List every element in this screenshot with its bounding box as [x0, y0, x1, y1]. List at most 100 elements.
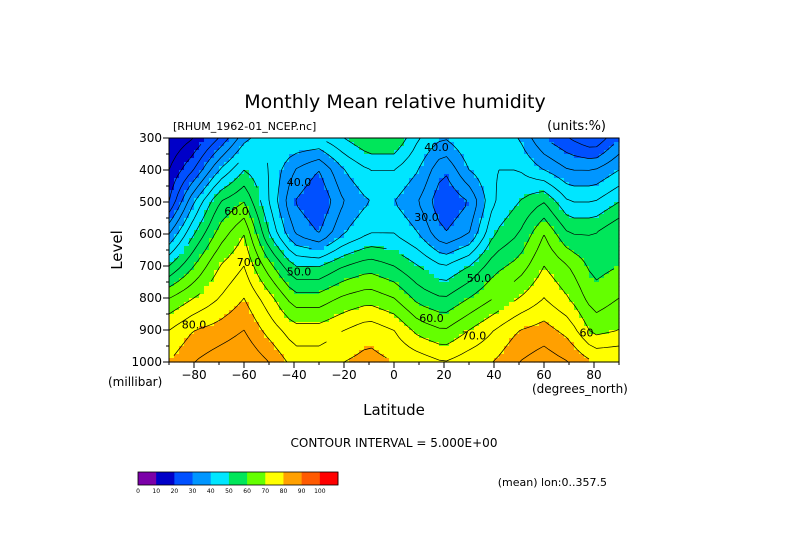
- contour-cell: [349, 174, 355, 179]
- contour-cell: [464, 274, 470, 279]
- contour-cell: [489, 274, 495, 279]
- contour-cell: [564, 174, 570, 179]
- contour-cell: [264, 314, 270, 319]
- contour-cell: [554, 266, 560, 271]
- contour-cell: [359, 258, 365, 263]
- contour-cell: [469, 154, 475, 159]
- contour-cell: [454, 290, 460, 295]
- contour-cell: [344, 338, 350, 343]
- contour-cell: [584, 314, 590, 319]
- contour-cell: [204, 242, 210, 247]
- contour-cell: [324, 306, 330, 311]
- contour-cell: [324, 334, 330, 339]
- contour-cell: [404, 346, 410, 351]
- contour-cell: [524, 210, 530, 215]
- contour-cell: [374, 350, 380, 355]
- contour-cell: [564, 194, 570, 199]
- contour-cell: [314, 214, 320, 219]
- contour-cell: [449, 258, 455, 263]
- contour-cell: [379, 254, 385, 259]
- contour-cell: [219, 258, 225, 263]
- contour-cell: [529, 218, 535, 223]
- contour-cell: [244, 190, 250, 195]
- contour-cell: [364, 194, 370, 199]
- contour-cell: [479, 234, 485, 239]
- contour-cell: [409, 170, 415, 175]
- contour-cell: [409, 162, 415, 167]
- contour-cell: [464, 146, 470, 151]
- contour-cell: [584, 290, 590, 295]
- contour-cell: [479, 346, 485, 351]
- contour-cell: [529, 194, 535, 199]
- contour-cell: [309, 234, 315, 239]
- contour-cell: [374, 238, 380, 243]
- contour-cell: [244, 278, 250, 283]
- contour-cell: [399, 182, 405, 187]
- contour-cell: [604, 274, 610, 279]
- contour-cell: [434, 254, 440, 259]
- contour-cell: [184, 146, 190, 151]
- contour-cell: [364, 330, 370, 335]
- contour-cell: [414, 182, 420, 187]
- contour-cell: [174, 166, 180, 171]
- contour-cell: [334, 190, 340, 195]
- contour-cell: [414, 222, 420, 227]
- contour-cell: [614, 290, 620, 295]
- contour-cell: [564, 298, 570, 303]
- contour-cell: [314, 206, 320, 211]
- contour-cell: [489, 354, 495, 359]
- contour-cell: [239, 246, 245, 251]
- contour-cell: [364, 254, 370, 259]
- contour-cell: [519, 286, 525, 291]
- contour-cell: [519, 194, 525, 199]
- contour-cell: [349, 354, 355, 359]
- contour-cell: [354, 166, 360, 171]
- contour-cell: [584, 246, 590, 251]
- contour-cell: [309, 334, 315, 339]
- contour-cell: [464, 202, 470, 207]
- contour-cell: [409, 354, 415, 359]
- contour-cell: [194, 170, 200, 175]
- contour-cell: [329, 182, 335, 187]
- contour-cell: [589, 182, 595, 187]
- contour-cell: [359, 182, 365, 187]
- contour-cell: [354, 198, 360, 203]
- contour-cell: [429, 334, 435, 339]
- contour-cell: [479, 254, 485, 259]
- contour-cell: [499, 178, 505, 183]
- contour-cell: [354, 234, 360, 239]
- contour-cell: [264, 350, 270, 355]
- contour-cell: [269, 358, 275, 363]
- contour-cell: [544, 282, 550, 287]
- contour-cell: [364, 138, 370, 143]
- contour-cell: [614, 286, 620, 291]
- contour-cell: [539, 222, 545, 227]
- contour-cell: [569, 334, 575, 339]
- contour-cell: [544, 314, 550, 319]
- contour-cell: [524, 294, 530, 299]
- contour-cell: [334, 322, 340, 327]
- contour-cell: [219, 158, 225, 163]
- contour-cell: [209, 230, 215, 235]
- contour-cell: [189, 210, 195, 215]
- contour-cell: [339, 162, 345, 167]
- contour-cell: [574, 354, 580, 359]
- contour-cell: [384, 270, 390, 275]
- contour-cell: [199, 162, 205, 167]
- contour-cell: [309, 278, 315, 283]
- contour-cell: [174, 330, 180, 335]
- contour-cell: [194, 318, 200, 323]
- contour-cell: [569, 298, 575, 303]
- contour-cell: [364, 226, 370, 231]
- contour-cell: [299, 258, 305, 263]
- contour-cell: [564, 294, 570, 299]
- contour-cell: [414, 342, 420, 347]
- contour-cell: [414, 318, 420, 323]
- contour-cell: [204, 358, 210, 363]
- contour-cell: [559, 142, 565, 147]
- contour-cell: [504, 330, 510, 335]
- contour-cell: [244, 186, 250, 191]
- contour-cell: [594, 286, 600, 291]
- contour-cell: [384, 242, 390, 247]
- contour-cell: [584, 226, 590, 231]
